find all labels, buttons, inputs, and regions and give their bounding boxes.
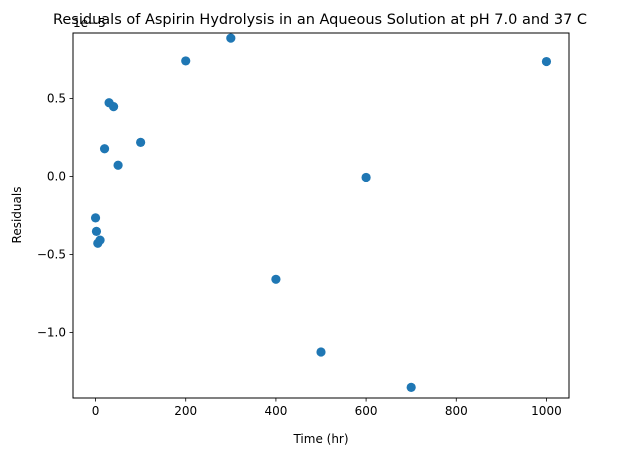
x-axis-label: Time (hr) xyxy=(292,432,348,446)
data-point xyxy=(95,235,105,245)
data-point xyxy=(99,144,110,154)
y-tick-label: −0.5 xyxy=(37,247,66,261)
x-axis: 0 200 400 600 800 1000 xyxy=(92,398,562,418)
x-tick-label: 600 xyxy=(355,404,378,418)
data-point xyxy=(91,226,102,237)
plot-frame xyxy=(72,32,570,399)
x-tick-label: 400 xyxy=(264,404,287,418)
data-point xyxy=(90,213,101,223)
chart-title: Residuals of Aspirin Hydrolysis in an Aq… xyxy=(53,12,587,28)
data-point xyxy=(406,382,416,392)
y-axis: −1.0 −0.5 0.0 0.5 xyxy=(37,92,73,339)
x-tick-label: 200 xyxy=(174,404,197,418)
data-point xyxy=(108,102,119,112)
data-point xyxy=(541,56,552,67)
data-point xyxy=(361,172,371,183)
x-tick-label: 800 xyxy=(445,404,468,418)
data-point xyxy=(316,347,326,357)
y-axis-offset-text: 1e−5 xyxy=(73,16,106,30)
plot-area xyxy=(72,32,570,399)
data-point xyxy=(226,33,236,43)
x-tick-label: 0 xyxy=(92,404,100,418)
y-axis-label: Residuals xyxy=(10,187,24,244)
data-point xyxy=(271,274,281,284)
data-point xyxy=(113,160,123,170)
data-points xyxy=(90,33,552,392)
y-tick-label: 0.5 xyxy=(47,92,66,106)
data-point xyxy=(136,137,146,147)
y-tick-label: 0.0 xyxy=(47,170,66,184)
x-tick-label: 1000 xyxy=(531,404,562,418)
data-point xyxy=(181,56,191,66)
y-tick-label: −1.0 xyxy=(37,325,66,339)
